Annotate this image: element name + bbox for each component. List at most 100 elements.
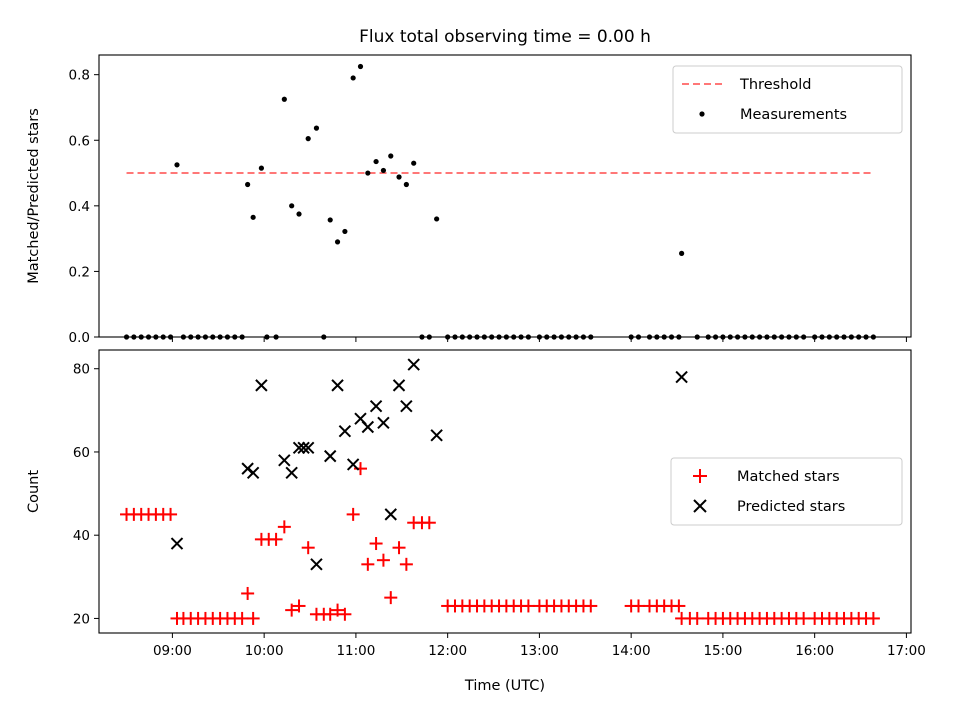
measurement-point (411, 160, 417, 166)
x-tick-label: 14:00 (612, 643, 651, 659)
measurement-point (250, 214, 256, 220)
y-tick-label: 0.0 (69, 330, 90, 346)
x-tick-label: 16:00 (795, 643, 834, 659)
measurement-point (373, 158, 379, 165)
bottom-axis-ticks: 20 40 60 80 09:00 10:00 11:00 12:00 13:00 14:00 15… (73, 362, 926, 659)
measurement-point (174, 162, 180, 168)
matched-star-point (399, 557, 413, 571)
predicted-star-point (369, 399, 383, 413)
y-tick-label: 0.2 (69, 264, 90, 280)
measurement-point (313, 125, 320, 131)
bottom-plot-marks (120, 358, 880, 625)
measurement-point (334, 239, 341, 245)
measurement-point (679, 250, 685, 256)
x-tick-label: 17:00 (887, 643, 926, 659)
y-tick-label: 80 (73, 362, 90, 378)
matched-star-point (323, 607, 337, 621)
matched-star-point (384, 591, 398, 605)
matched-star-point (241, 586, 255, 600)
predicted-star-point (310, 558, 323, 571)
predicted-star-point (407, 358, 420, 371)
matched-star-point (277, 520, 291, 534)
matched-star-point (338, 607, 352, 621)
measurement-point (396, 174, 402, 180)
top-legend-box (672, 65, 903, 134)
matched-star-point (690, 611, 704, 625)
matched-star-point (422, 516, 436, 530)
bottom-y-axis-label: Count (26, 470, 42, 513)
matched-star-point (269, 532, 283, 546)
matched-star-point (292, 599, 306, 613)
legend-predicted-swatch (693, 499, 707, 513)
matched-star-point (301, 541, 315, 555)
y-tick-label: 0.6 (69, 133, 90, 149)
top-axes-frame (98, 54, 912, 338)
predicted-star-point (324, 449, 337, 463)
legend-matched-label: Matched stars (737, 469, 840, 485)
x-tick-label: 15:00 (703, 643, 742, 659)
measurement-point (245, 181, 251, 188)
predicted-star-point (246, 466, 260, 479)
measurement-point (296, 211, 302, 217)
measurement-point (305, 136, 311, 142)
predicted-star-point (285, 466, 298, 479)
legend-measurements-label: Measurements (740, 107, 847, 123)
legend-predicted-label: Predicted stars (737, 499, 845, 515)
legend-threshold-label: Threshold (739, 77, 811, 93)
measurement-point (403, 181, 409, 188)
matched-star-point (246, 611, 260, 625)
x-tick-label: 12:00 (428, 643, 467, 659)
top-axis-ticks: 0.0 0.2 0.4 0.6 0.8 (69, 68, 907, 346)
matched-star-point (672, 599, 686, 613)
predicted-star-point (346, 458, 360, 471)
legend-measurements-swatch (699, 111, 705, 117)
x-tick-label: 11:00 (336, 643, 375, 659)
measurement-point (281, 96, 287, 102)
predicted-star-point (430, 429, 443, 442)
matched-star-point (584, 599, 598, 613)
predicted-star-point (331, 379, 344, 392)
measurement-point (357, 63, 364, 70)
x-tick-label: 10:00 (245, 643, 284, 659)
x-axis-label: Time (UTC) (464, 678, 545, 694)
matched-star-point (392, 541, 406, 555)
measurement-point (350, 75, 356, 81)
measurement-point (380, 167, 387, 174)
matched-star-point (164, 507, 178, 521)
measurement-point (342, 228, 348, 235)
measurement-point (388, 153, 394, 159)
predicted-star-point (392, 379, 406, 392)
predicted-star-point (292, 441, 306, 455)
y-tick-label: 20 (73, 611, 90, 627)
predicted-star-point (170, 537, 184, 550)
predicted-star-point (377, 416, 390, 430)
legend-matched-swatch (693, 469, 707, 483)
predicted-star-point (400, 399, 413, 413)
matched-star-point (331, 603, 345, 617)
bottom-axes: Count Time (UTC) 20 40 60 80 09:00 10:00 11:00… (26, 349, 926, 694)
bottom-legend-box (670, 457, 903, 526)
predicted-star-point (384, 508, 397, 521)
y-tick-label: 0.8 (69, 68, 90, 84)
predicted-star-point (255, 379, 268, 392)
matched-star-point (797, 611, 811, 625)
matched-star-point (361, 557, 375, 571)
y-tick-label: 60 (73, 445, 90, 461)
measurement-point (365, 170, 371, 176)
x-tick-label: 13:00 (520, 643, 559, 659)
matched-star-point (521, 599, 535, 613)
matched-star-point (235, 611, 249, 625)
top-legend: Threshold Measurements (672, 65, 903, 134)
matched-star-point (346, 507, 360, 521)
x-tick-label: 09:00 (153, 643, 192, 659)
predicted-star-point (278, 454, 291, 467)
bottom-legend: Matched stars Predicted stars (670, 457, 903, 526)
measurement-point (258, 165, 264, 171)
predicted-star-point (361, 420, 375, 434)
bottom-axes-frame (98, 349, 912, 634)
matched-star-point (369, 537, 383, 551)
top-axes: Flux total observing time = 0.00 h Match… (26, 27, 912, 346)
y-tick-label: 40 (73, 528, 90, 544)
y-tick-label: 0.4 (69, 199, 90, 215)
measurement-point (289, 203, 295, 209)
